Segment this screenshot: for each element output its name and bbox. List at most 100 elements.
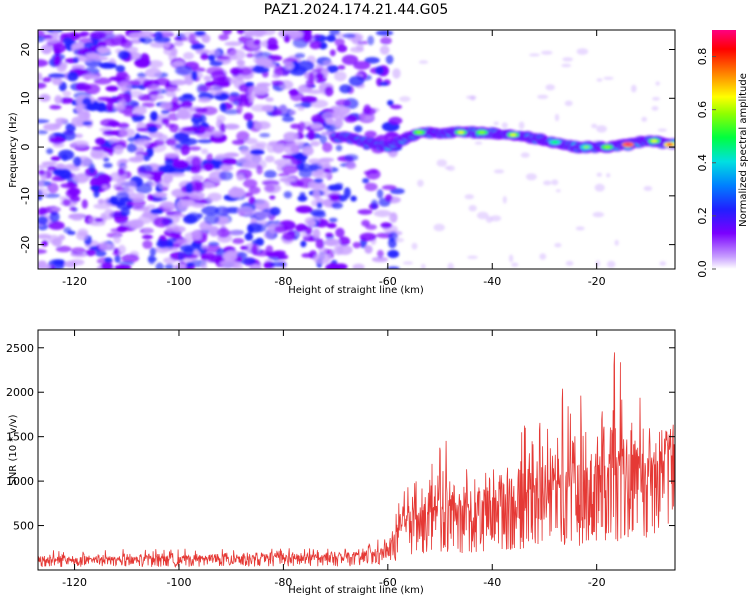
colorbar-tick-label: 0.4	[696, 154, 709, 172]
snr-frame	[37, 329, 676, 571]
heatmap-cell	[128, 80, 141, 86]
heatmap-cell	[49, 136, 66, 144]
heatmap-cell	[387, 266, 400, 269]
heatmap-cell	[529, 53, 540, 57]
heatmap-cell	[390, 104, 402, 110]
heatmap-cell	[104, 208, 114, 217]
heatmap-cell	[326, 223, 337, 229]
heatmap-cell	[67, 230, 76, 235]
heatmap-cell	[518, 121, 525, 130]
heatmap-cell	[321, 186, 330, 197]
heatmap-cell	[200, 114, 207, 124]
heatmap-cell	[380, 36, 392, 45]
heatmap-cell	[66, 71, 79, 82]
heatmap-cell	[325, 118, 335, 125]
heatmap-cell	[48, 73, 66, 79]
heatmap-cell	[520, 152, 530, 158]
heatmap-cell	[201, 262, 208, 269]
snr-x-axis-label: Height of straight line (km)	[288, 585, 424, 596]
heatmap-cell	[192, 181, 205, 193]
heatmap-cell	[592, 211, 605, 218]
heatmap-cell	[335, 227, 345, 238]
heatmap-cell	[543, 180, 552, 186]
heatmap-cell	[313, 254, 331, 265]
heatmap-cell	[261, 104, 274, 112]
heatmap-cell	[591, 123, 598, 129]
heatmap-cell	[202, 183, 214, 189]
heatmap-cell	[243, 112, 254, 121]
heatmap-cell	[191, 112, 204, 118]
heatmap-cell	[290, 123, 301, 129]
heatmap-cell	[485, 216, 493, 223]
heatmap-cell	[179, 106, 193, 117]
heatmap-cell	[61, 130, 77, 141]
heatmap-cell	[334, 118, 344, 128]
colorbar-gradient	[712, 30, 736, 269]
heatmap-cell	[350, 46, 364, 53]
heatmap-cell	[248, 196, 256, 205]
heatmap-cell	[277, 254, 289, 260]
heatmap-cell	[271, 80, 284, 86]
heatmap-cell	[38, 130, 49, 135]
heatmap-cell	[539, 253, 547, 260]
heatmap-cell	[271, 108, 283, 116]
heatmap-cell	[228, 49, 246, 61]
heatmap-cell	[201, 34, 211, 43]
heatmap-cell	[606, 173, 611, 178]
heatmap-cell	[336, 44, 348, 53]
heatmap-cell	[90, 185, 101, 191]
heatmap-cell	[38, 82, 47, 89]
heatmap-cell	[149, 41, 168, 48]
heatmap-cell	[334, 182, 344, 188]
heatmap-cell	[141, 102, 155, 108]
heatmap-cell	[221, 157, 237, 166]
heatmap-cell	[153, 191, 168, 198]
heatmap-cell	[379, 45, 390, 55]
heatmap-cell	[576, 48, 589, 55]
heatmap-cell	[99, 243, 113, 250]
heatmap-cell	[223, 109, 240, 115]
heatmap-cell	[269, 195, 276, 200]
heatmap-cell	[65, 123, 76, 133]
spectrogram-frame	[37, 29, 676, 270]
heatmap-cell	[172, 160, 190, 169]
heatmap-cell	[146, 204, 156, 210]
heatmap-cell	[55, 245, 72, 253]
heatmap-cell	[643, 186, 653, 191]
heatmap-cell	[309, 209, 326, 216]
heatmap-cell	[265, 155, 275, 163]
heatmap-cell	[312, 228, 321, 239]
heatmap-cell	[177, 95, 196, 103]
heatmap-cell	[212, 130, 224, 137]
heatmap-cell	[101, 184, 109, 190]
heatmap-cell	[113, 236, 121, 244]
heatmap-cell	[331, 202, 344, 209]
y-tick-label: 2000	[6, 386, 34, 399]
heatmap-cell	[38, 180, 44, 188]
heatmap-cell	[167, 237, 177, 243]
heatmap-cell	[188, 191, 205, 200]
heatmap-cell	[146, 146, 154, 158]
heatmap-cell	[266, 44, 279, 51]
heatmap-cell	[421, 263, 426, 269]
heatmap-cell	[194, 107, 208, 113]
heatmap-cell	[137, 72, 147, 78]
heatmap-cell	[51, 31, 59, 40]
heatmap-cell	[68, 214, 85, 220]
heatmap-cell	[39, 93, 51, 102]
heatmap-cell	[334, 71, 347, 82]
heatmap-cell	[183, 214, 198, 224]
heatmap-cell	[272, 142, 285, 154]
heatmap-cell	[109, 196, 118, 204]
x-tick-label: -60	[379, 576, 397, 589]
heatmap-cell	[385, 194, 393, 202]
heatmap-cell	[267, 55, 283, 62]
heatmap-cell	[288, 110, 297, 115]
heatmap-cell	[565, 260, 574, 266]
heatmap-cell	[103, 162, 113, 168]
heatmap-cell	[282, 116, 295, 122]
heatmap-cell	[184, 231, 202, 241]
heatmap-cell	[418, 60, 429, 64]
heatmap-cell	[209, 60, 223, 67]
